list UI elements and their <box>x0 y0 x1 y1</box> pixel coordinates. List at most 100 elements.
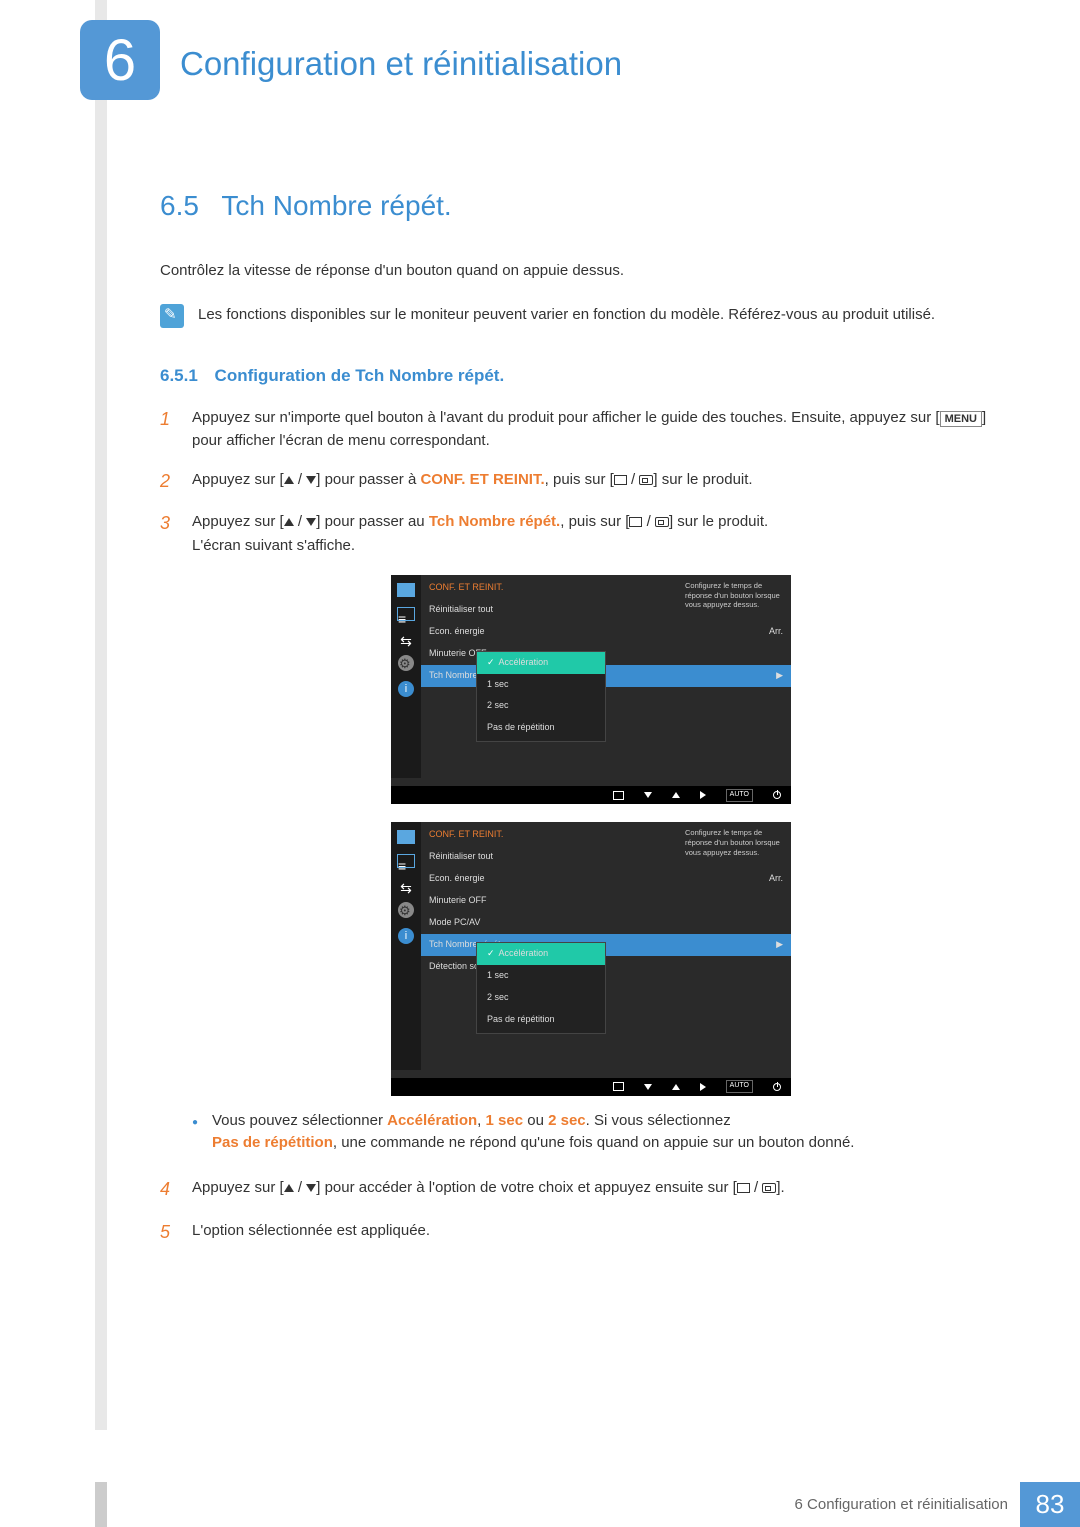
return-icon <box>655 517 669 527</box>
page-content: 6.5 Tch Nombre répét. Contrôlez la vites… <box>160 190 990 1261</box>
down-icon <box>644 792 652 798</box>
osd-tooltip: Configurez le temps de réponse d'un bout… <box>685 581 785 610</box>
step-text: Appuyez sur [ / ] pour passer au Tch Nom… <box>192 510 990 1160</box>
t: ou <box>523 1112 548 1129</box>
monitor-icon <box>397 583 415 597</box>
intro-text: Contrôlez la vitesse de réponse d'un bou… <box>160 262 990 279</box>
step-number: 1 <box>160 406 178 453</box>
kw-1sec: 1 sec <box>486 1112 524 1129</box>
bullet-text: Vous pouvez sélectionner Accélération, 1… <box>212 1110 854 1155</box>
subsection-title: Configuration de Tch Nombre répét. <box>215 366 505 385</box>
keyword-conf: CONF. ET REINIT. <box>420 471 544 488</box>
bullet-block: ● Vous pouvez sélectionner Accélération,… <box>192 1110 990 1155</box>
down-triangle-icon <box>306 1184 316 1192</box>
submenu-item: 2 sec <box>477 695 605 717</box>
section-heading: 6.5 Tch Nombre répét. <box>160 190 990 222</box>
t: Vous pouvez sélectionner <box>212 1112 387 1129</box>
close-icon <box>613 791 624 800</box>
t: ] sur le produit. <box>669 513 768 530</box>
osd-item: Minuterie OFF <box>421 890 791 912</box>
arrows-icon: ⇆ <box>397 878 415 892</box>
list-icon <box>397 854 415 868</box>
bullet-icon: ● <box>192 1110 202 1155</box>
footer-page-number: 83 <box>1020 1482 1080 1527</box>
down-triangle-icon <box>306 518 316 526</box>
return-icon <box>639 475 653 485</box>
footer-chapter-label: 6 Configuration et réinitialisation <box>107 1482 1020 1527</box>
step-number: 4 <box>160 1176 178 1204</box>
monitor-icon <box>397 830 415 844</box>
osd-tooltip: Configurez le temps de réponse d'un bout… <box>685 828 785 857</box>
down-icon <box>644 1084 652 1090</box>
submenu-item: 2 sec <box>477 987 605 1009</box>
kw-pasrep: Pas de répétition <box>212 1134 333 1151</box>
t: ] sur le produit. <box>653 471 752 488</box>
t: ] pour passer au <box>316 513 429 530</box>
close-icon <box>613 1082 624 1091</box>
rect-icon <box>737 1183 750 1193</box>
down-triangle-icon <box>306 476 316 484</box>
t: Appuyez sur [ <box>192 1179 284 1196</box>
up-triangle-icon <box>284 476 294 484</box>
osd-item-value: Arr. <box>769 625 783 639</box>
note-block: Les fonctions disponibles sur le moniteu… <box>160 304 990 328</box>
rect-icon <box>629 517 642 527</box>
page-footer: 6 Configuration et réinitialisation 83 <box>0 1482 1080 1527</box>
gear-icon <box>398 902 414 918</box>
arrows-icon: ⇆ <box>397 631 415 645</box>
submenu-item-selected: Accélération <box>477 943 605 965</box>
gear-icon <box>398 655 414 671</box>
osd-item: Econ. énergie Arr. <box>421 868 791 890</box>
t: ] pour passer à <box>316 471 420 488</box>
osd-footer: AUTO <box>391 1078 791 1096</box>
subsection-heading: 6.5.1 Configuration de Tch Nombre répét. <box>160 366 990 386</box>
section-number: 6.5 <box>160 190 199 222</box>
t: Appuyez sur [ <box>192 513 284 530</box>
chapter-number-badge: 6 <box>80 20 160 100</box>
t: , une commande ne répond qu'une fois qua… <box>333 1134 855 1151</box>
right-icon <box>700 791 706 799</box>
osd-footer: AUTO <box>391 786 791 804</box>
t: Appuyez sur [ <box>192 471 284 488</box>
step-text: Appuyez sur [ / ] pour passer à CONF. ET… <box>192 468 990 496</box>
chapter-title: Configuration et réinitialisation <box>180 45 622 83</box>
osd-screenshot-2: Configurez le temps de réponse d'un bout… <box>391 822 791 1095</box>
step-number: 2 <box>160 468 178 496</box>
osd-item: Mode PC/AV <box>421 912 791 934</box>
return-icon <box>762 1183 776 1193</box>
keyword-tch: Tch Nombre répét. <box>429 513 560 530</box>
osd-sidebar: ⇆ i <box>391 575 421 778</box>
note-icon <box>160 304 184 328</box>
submenu-item: Pas de répétition <box>477 717 605 739</box>
subsection-number: 6.5.1 <box>160 366 198 385</box>
submenu-label: Accélération <box>499 948 549 958</box>
osd-item-label: Réinitialiser tout <box>429 850 493 864</box>
osd-item-label: Réinitialiser tout <box>429 603 493 617</box>
up-icon <box>672 792 680 798</box>
osd-screenshot-1: Configurez le temps de réponse d'un bout… <box>391 575 791 804</box>
t: ] pour accéder à l'option de votre choix… <box>316 1179 737 1196</box>
osd-item: Econ. énergie Arr. <box>421 621 791 643</box>
step-text: L'option sélectionnée est appliquée. <box>192 1219 990 1247</box>
t: L'écran suivant s'affiche. <box>192 537 355 554</box>
note-text: Les fonctions disponibles sur le moniteu… <box>198 304 935 328</box>
osd-item-label: Econ. énergie <box>429 625 485 639</box>
t: ]. <box>776 1179 784 1196</box>
osd-item-label: Econ. énergie <box>429 872 485 886</box>
auto-button: AUTO <box>726 1080 753 1093</box>
t: , puis sur [ <box>560 513 629 530</box>
kw-accel: Accélération <box>387 1112 477 1129</box>
kw-2sec: 2 sec <box>548 1112 586 1129</box>
power-icon <box>773 791 781 799</box>
rect-icon <box>614 475 627 485</box>
right-icon <box>700 1083 706 1091</box>
step-text: Appuyez sur n'importe quel bouton à l'av… <box>192 406 990 453</box>
step-number: 5 <box>160 1219 178 1247</box>
osd-item-value: Arr. <box>769 872 783 886</box>
step1-prefix: Appuyez sur n'importe quel bouton à l'av… <box>192 409 940 426</box>
power-icon <box>773 1083 781 1091</box>
steps-list: 1 Appuyez sur n'importe quel bouton à l'… <box>160 406 990 1246</box>
auto-button: AUTO <box>726 789 753 802</box>
t: . Si vous sélectionnez <box>586 1112 731 1129</box>
osd-sidebar: ⇆ i <box>391 822 421 1069</box>
